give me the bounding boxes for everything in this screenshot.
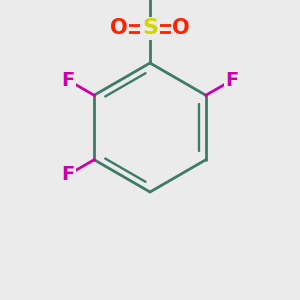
- Text: F: F: [61, 165, 75, 184]
- Text: O: O: [172, 19, 190, 38]
- Text: F: F: [225, 71, 239, 90]
- Text: S: S: [142, 19, 158, 38]
- Text: O: O: [110, 19, 128, 38]
- Text: F: F: [61, 71, 75, 90]
